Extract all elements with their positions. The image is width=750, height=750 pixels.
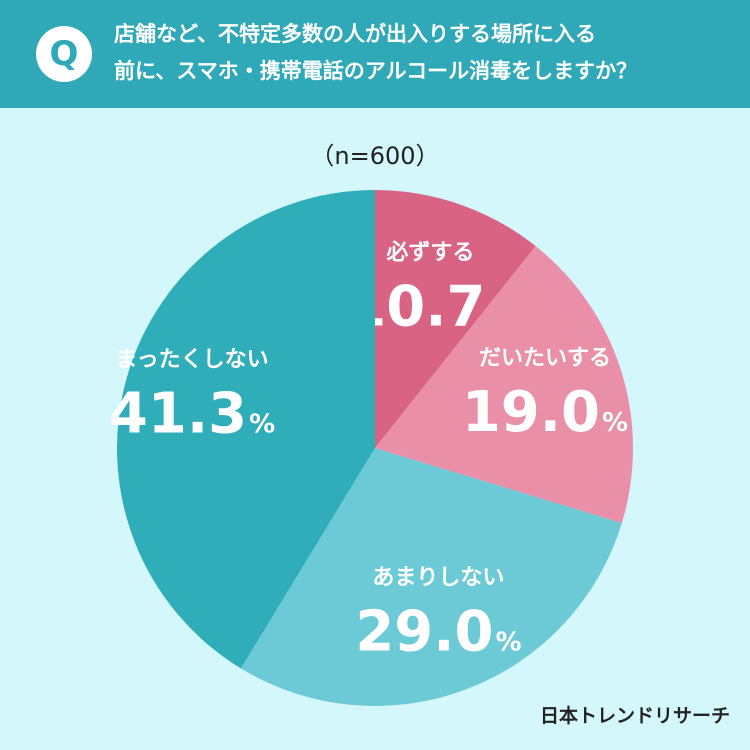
question-line-1: 店舗など、不特定多数の人が出入りする場所に入る xyxy=(114,22,596,46)
question-badge: Q xyxy=(36,26,92,82)
slice-value-label: 29.0% xyxy=(355,599,521,664)
pie-slice-mostly xyxy=(375,246,634,524)
slice-category-label: あまりしない xyxy=(372,565,504,590)
slice-value-label: 19.0% xyxy=(462,380,628,445)
question-text: 店舗など、不特定多数の人が出入りする場所に入る 前に、スマホ・携帯電話のアルコー… xyxy=(114,16,734,90)
pie-slice-never xyxy=(116,190,376,669)
pie-slice-rarely xyxy=(240,448,622,706)
pie-slice-must xyxy=(375,190,536,448)
slice-category-label: 必ずする xyxy=(386,239,474,265)
question-line-2: 前に、スマホ・携帯電話のアルコール消毒をしますか？ xyxy=(114,59,638,83)
brand-logo: 日本トレンドリサーチ xyxy=(539,705,730,727)
sample-size: （n=600） xyxy=(310,142,440,170)
question-header: Q 店舗など、不特定多数の人が出入りする場所に入る 前に、スマホ・携帯電話のアル… xyxy=(0,0,750,108)
slice-category-label: だいたいする xyxy=(479,346,611,371)
slice-value-label: 41.3% xyxy=(109,382,275,447)
slice-category-label: まったくしない xyxy=(115,348,268,373)
